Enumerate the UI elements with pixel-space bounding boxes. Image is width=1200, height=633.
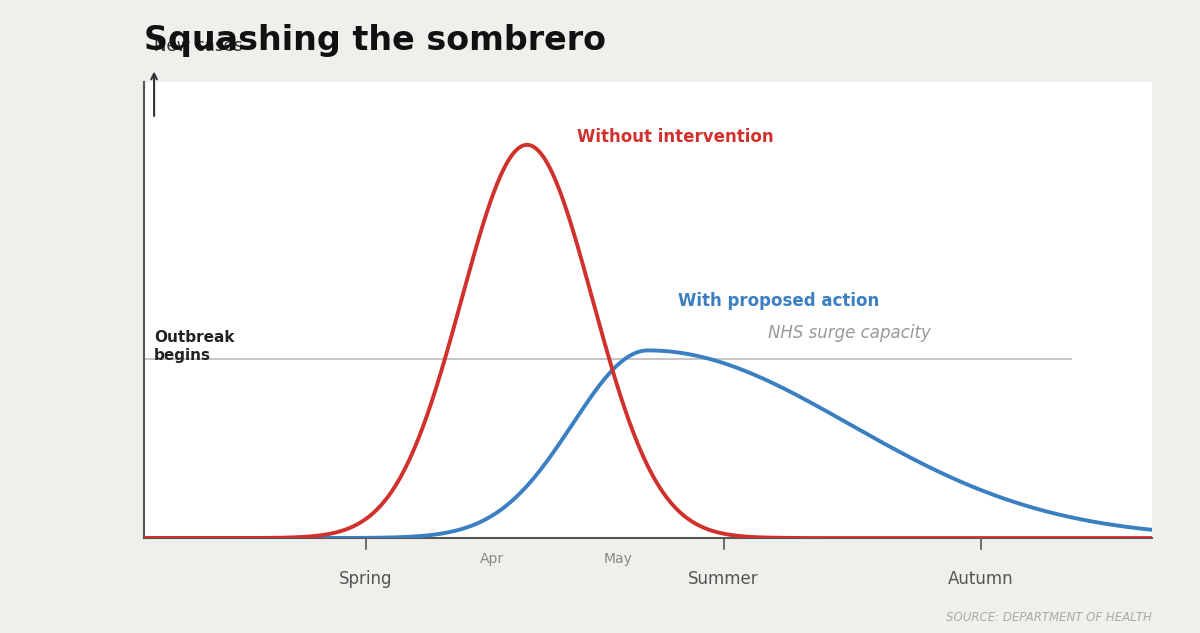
Text: Outbreak
begins: Outbreak begins bbox=[154, 330, 234, 363]
Text: NHS surge capacity: NHS surge capacity bbox=[768, 324, 931, 342]
Text: Without intervention: Without intervention bbox=[577, 128, 774, 146]
Text: Autumn: Autumn bbox=[948, 570, 1014, 588]
Text: Summer: Summer bbox=[689, 570, 758, 588]
Text: Apr: Apr bbox=[480, 552, 504, 566]
Text: SOURCE: DEPARTMENT OF HEALTH: SOURCE: DEPARTMENT OF HEALTH bbox=[946, 610, 1152, 624]
Text: Squashing the sombrero: Squashing the sombrero bbox=[144, 24, 606, 57]
Text: With proposed action: With proposed action bbox=[678, 292, 880, 310]
Text: May: May bbox=[604, 552, 632, 566]
Text: Spring: Spring bbox=[340, 570, 392, 588]
Text: New cases: New cases bbox=[154, 37, 242, 55]
